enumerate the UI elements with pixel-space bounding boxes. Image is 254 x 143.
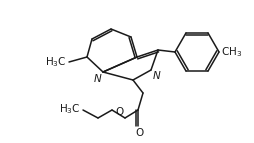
Text: O: O <box>116 107 124 117</box>
Text: N: N <box>93 74 101 84</box>
Text: O: O <box>135 128 143 138</box>
Text: H$_3$C: H$_3$C <box>45 55 67 69</box>
Text: H$_3$C: H$_3$C <box>59 102 81 116</box>
Text: N: N <box>153 71 161 81</box>
Text: CH$_3$: CH$_3$ <box>221 45 242 59</box>
